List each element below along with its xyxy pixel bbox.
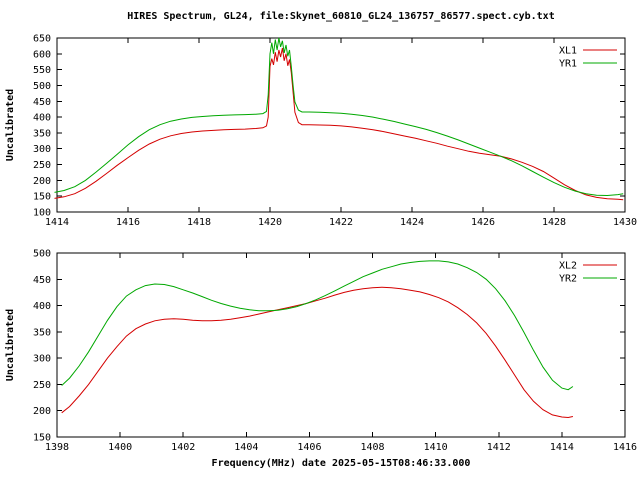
legend-label-yr2: YR2: [559, 274, 577, 285]
y-tick-label: 350: [33, 327, 51, 338]
x-tick-label: 1402: [171, 442, 195, 453]
y-tick-label: 150: [33, 192, 51, 203]
plot-frame: [56, 252, 626, 438]
plot-1: 1414 1416 1418 1420 1422 1424 1426 1428 1430 100 1…: [33, 34, 637, 229]
y-tick-label: 150: [33, 433, 51, 444]
x-tick-label: 1418: [187, 217, 211, 228]
y-tick-label: 500: [33, 249, 51, 260]
y-tick-label: 250: [33, 160, 51, 171]
x-tick-label: 1428: [542, 217, 566, 228]
legend-label-xl1: XL1: [559, 46, 577, 57]
x-tick-label: 1410: [424, 442, 448, 453]
legend-label-xl2: XL2: [559, 261, 577, 272]
series-xl1-line: [54, 48, 624, 201]
x-tick-label: 1406: [297, 442, 321, 453]
x-tick-label: 1398: [45, 442, 69, 453]
y-tick-label: 500: [33, 81, 51, 92]
x-tick-label: 1424: [400, 217, 424, 228]
y-tick-label: 350: [33, 128, 51, 139]
y-tick-label: 400: [33, 301, 51, 312]
y-tick-label: 600: [33, 49, 51, 60]
plot-frame: [56, 37, 626, 213]
x-tick-label: 1420: [258, 217, 282, 228]
y-tick-label: 450: [33, 97, 51, 108]
y-tick-label: 650: [33, 34, 51, 45]
x-tick-label: 1412: [487, 442, 511, 453]
y-tick-label: 550: [33, 65, 51, 76]
y-tick-label: 300: [33, 144, 51, 155]
chart-title: HIRES Spectrum, GL24, file:Skynet_60810_…: [127, 10, 554, 22]
x-tick-label: 1430: [613, 217, 637, 228]
y-tick-label: 200: [33, 406, 51, 417]
y-axis-label-bottom: Uncalibrated: [4, 309, 16, 381]
x-axis-label: Frequency(MHz) date 2025-05-15T08:46:33.…: [212, 458, 471, 469]
y-tick-label: 450: [33, 275, 51, 286]
x-tick-label: 1404: [234, 442, 258, 453]
x-tick-label: 1408: [361, 442, 385, 453]
y-tick-label: 100: [33, 208, 51, 219]
series-xl2-line: [61, 286, 574, 419]
plot-2: 1398 1400 1402 1404 1406 1408 1410 1412 1414 1416…: [33, 249, 637, 454]
x-tick-label: 1414: [45, 217, 69, 228]
x-tick-label: 1416: [613, 442, 637, 453]
y-tick-label: 300: [33, 354, 51, 365]
series-yr2-line: [61, 260, 574, 391]
y-tick-label: 200: [33, 176, 51, 187]
y-axis-label-top: Uncalibrated: [4, 89, 16, 161]
y-tick-label: 400: [33, 113, 51, 124]
x-tick-label: 1422: [329, 217, 353, 228]
x-tick-label: 1414: [550, 442, 574, 453]
legend-label-yr1: YR1: [559, 59, 577, 70]
x-tick-label: 1400: [108, 442, 132, 453]
y-tick-label: 250: [33, 380, 51, 391]
series-yr1-line: [54, 37, 624, 197]
x-tick-label: 1426: [471, 217, 495, 228]
x-tick-label: 1416: [116, 217, 140, 228]
